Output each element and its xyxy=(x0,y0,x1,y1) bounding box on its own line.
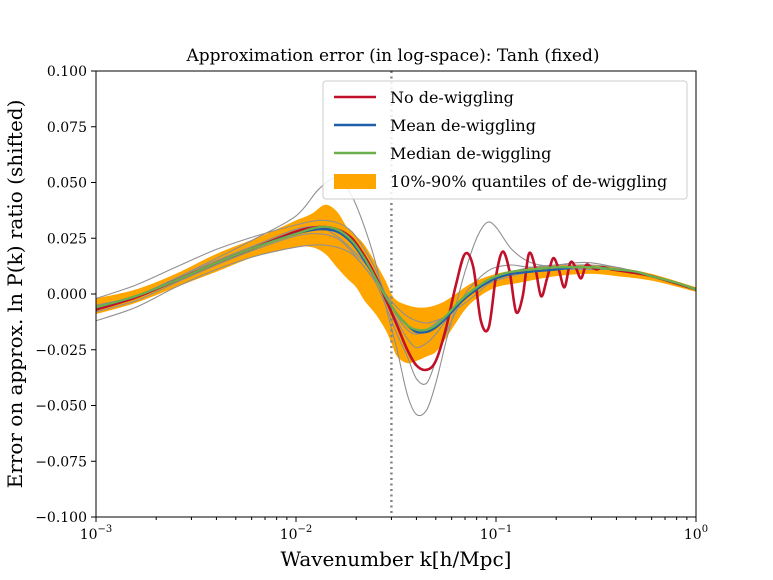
y-tick-label: 0.025 xyxy=(47,231,87,247)
x-tick-label: 10−2 xyxy=(280,524,313,543)
x-tick-label: 10−3 xyxy=(80,524,113,543)
individual-curve xyxy=(96,219,696,335)
x-tick-label: 100 xyxy=(684,524,708,543)
series-layer xyxy=(96,225,696,372)
quantile-band-layer xyxy=(96,204,696,364)
quantile-band xyxy=(96,204,696,364)
plot-area xyxy=(96,71,696,517)
y-tick-label: 0.100 xyxy=(47,64,87,80)
y-tick-label: −0.100 xyxy=(35,510,87,526)
x-axis-title: Wavenumber k[h/Mpc] xyxy=(281,547,512,571)
y-axis-title: Error on approx. ln P(k) ratio (shifted) xyxy=(3,100,27,489)
y-tick-label: −0.050 xyxy=(35,399,87,415)
y-tick-label: −0.025 xyxy=(35,343,87,359)
x-axis: 10−3 10−2 10−1 100 xyxy=(80,517,708,543)
y-axis: −0.100 −0.075 −0.050 −0.025 0.000 0.025 0.050 0… xyxy=(35,64,96,526)
legend-label: No de-wiggling xyxy=(390,88,514,107)
y-tick-label: −0.075 xyxy=(35,454,87,470)
y-tick-label: 0.075 xyxy=(47,120,87,136)
x-tick-label: 10−1 xyxy=(480,524,513,543)
legend-frame xyxy=(322,80,688,200)
y-tick-label: 0.050 xyxy=(47,176,87,192)
legend-label: Median de-wiggling xyxy=(390,144,551,163)
legend-label: 10%-90% quantiles of de-wiggling xyxy=(390,172,667,191)
y-tick-label: 0.000 xyxy=(47,287,87,303)
chart-title: Approximation error (in log-space): Tanh… xyxy=(185,46,599,66)
series-line xyxy=(96,225,696,332)
legend-label: Mean de-wiggling xyxy=(390,116,536,135)
legend: No de-wiggling Mean de-wiggling Median de-… xyxy=(322,80,688,200)
legend-swatch xyxy=(334,174,376,189)
